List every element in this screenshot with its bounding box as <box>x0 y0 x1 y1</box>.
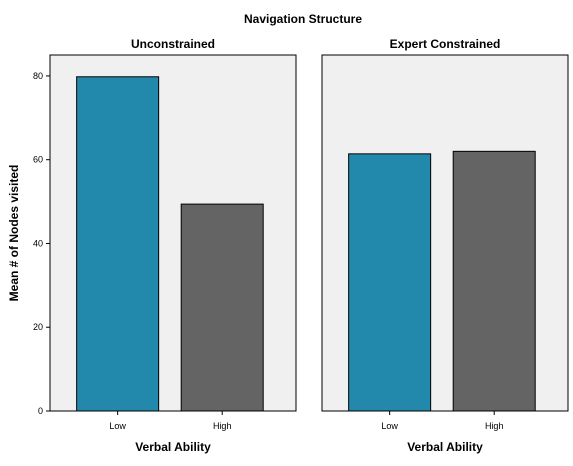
y-tick-label: 40 <box>33 238 43 248</box>
y-tick-label: 80 <box>33 71 43 81</box>
x-tick-label: Low <box>109 421 126 431</box>
chart-title: Navigation Structure <box>244 12 362 26</box>
x-tick-label: High <box>213 421 232 431</box>
panel-title: Expert Constrained <box>390 37 501 51</box>
x-axis-label: Verbal Ability <box>407 440 483 454</box>
y-tick-label: 60 <box>33 155 43 165</box>
bar-high <box>180 203 264 412</box>
y-axis-label: Mean # of Nodes visited <box>7 165 21 302</box>
bar-low <box>76 76 160 412</box>
y-tick-label: 20 <box>33 322 43 332</box>
y-tick-label: 0 <box>38 406 43 416</box>
bar-low <box>348 153 432 412</box>
x-tick-label: Low <box>381 421 398 431</box>
y-axis: 0 20 40 60 80 <box>33 71 50 416</box>
x-tick-label: High <box>485 421 504 431</box>
panel-title: Unconstrained <box>131 37 215 51</box>
x-axis-label: Verbal Ability <box>135 440 211 454</box>
bar-high <box>452 150 536 412</box>
